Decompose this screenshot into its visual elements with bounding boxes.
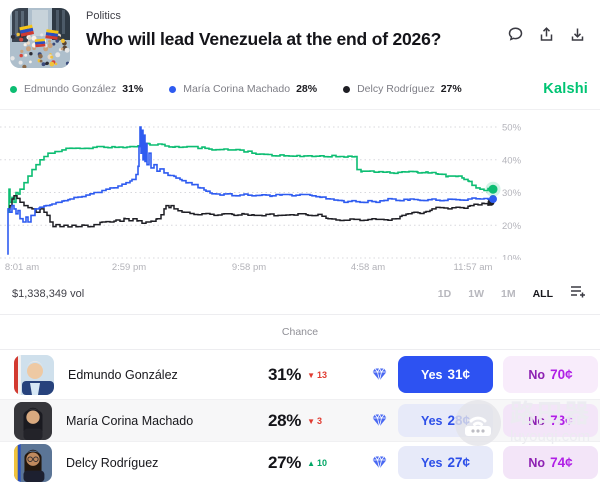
legend-item-machado[interactable]: María Corina Machado 28% [169,83,317,95]
gem-icon[interactable] [360,456,398,469]
comment-icon[interactable] [506,25,524,43]
no-label: No [528,455,546,470]
avatar [14,401,52,440]
yes-button[interactable]: Yes 27¢ [398,446,493,479]
x-tick-label: 8:01 am [4,262,40,273]
market-row-machado[interactable]: María Corina Machado 28% 3 Yes 28¢ No 73… [0,399,600,441]
range-all[interactable]: ALL [532,287,553,300]
no-button[interactable]: No 73¢ [503,404,598,437]
x-tick-label: 4:58 am [350,262,386,273]
legend-pct: 27% [440,83,462,95]
yes-button[interactable]: Yes 31¢ [398,356,493,393]
range-selector: 1D 1W 1M ALL [438,284,586,303]
category-label: Politics [86,10,121,22]
venezuela-flag [19,24,59,48]
no-price: 74¢ [550,455,573,470]
divider [0,349,600,350]
candidate-name: María Corina Machado [66,413,194,428]
share-icon[interactable] [537,25,555,43]
yes-price: 31¢ [447,367,471,382]
avatar [14,354,54,395]
crowd-photo [10,8,70,68]
chance-cell: 31% 13 [268,365,360,385]
yes-label: Yes [420,413,443,428]
chance-delta: 13 [307,370,327,380]
x-tick-label: 11:57 am [453,262,493,273]
event-header: Politics Who will lead Venezuela at the … [0,0,600,68]
svg-text:10%: 10% [502,254,522,261]
header-actions [506,8,586,43]
no-button[interactable]: No 74¢ [503,446,598,479]
yes-label: Yes [420,367,443,382]
chance-cell: 28% 3 [268,411,360,431]
legend-name: María Corina Machado [183,83,291,95]
compare-add-icon[interactable] [570,284,586,303]
legend-name: Edmundo González [24,83,117,95]
svg-text:30%: 30% [502,188,522,199]
legend-item-gonzalez[interactable]: Edmundo González 31% [10,83,143,95]
divider [0,314,600,315]
series-dot-green [10,85,17,93]
event-thumbnail [10,8,70,68]
chance-cell: 27% 10 [268,453,360,473]
stats-row: $1,338,349 vol 1D 1W 1M ALL [0,276,600,314]
candidate-name: Delcy Rodríguez [66,455,159,470]
market-row-gonzalez[interactable]: Edmundo González 31% 13 Yes 31¢ No 70¢ [0,350,600,399]
range-1w[interactable]: 1W [468,287,484,300]
no-price: 70¢ [550,367,573,382]
chance-delta: 10 [307,458,327,468]
download-icon[interactable] [568,25,586,43]
x-tick-label: 2:59 pm [111,262,147,273]
x-tick-label: 9:58 pm [231,262,267,273]
chance-value: 31% [268,364,302,384]
svg-text:40%: 40% [502,155,522,166]
page-title: Who will lead Venezuela at the end of 20… [86,29,442,49]
candidate-name: Edmundo González [68,367,178,382]
range-1d[interactable]: 1D [437,287,452,300]
no-price: 73¢ [550,413,573,428]
x-axis-labels: 8:01 am 2:59 pm 9:58 pm 4:58 am 11:57 am [0,260,600,276]
legend-item-rodriguez[interactable]: Delcy Rodríguez 27% [343,83,462,95]
svg-text:50%: 50% [502,123,522,134]
chance-value: 27% [268,452,302,472]
legend-pct: 31% [122,83,144,95]
market-row-rodriguez[interactable]: Delcy Rodríguez 27% 10 Yes 27¢ No 74¢ [0,441,600,483]
yes-price: 27¢ [447,455,471,470]
gem-icon[interactable] [360,414,398,427]
range-1m[interactable]: 1M [500,287,516,300]
volume-label: $1,338,349 vol [12,287,85,300]
price-chart-section: 50% 40% 30% 20% 10% 8:01 am 2:59 pm 9:58 pm 4:5… [0,109,600,276]
yes-price: 28¢ [447,413,471,428]
svg-text:20%: 20% [502,221,522,232]
chance-column-header: Chance [281,326,319,338]
legend-name: Delcy Rodríguez [357,83,435,95]
chance-value: 28% [268,410,302,430]
no-label: No [528,367,546,382]
legend-pct: 28% [296,83,318,95]
no-label: No [528,413,546,428]
series-dot-black [343,85,351,93]
kalshi-logo: Kalshi [543,81,588,97]
no-button[interactable]: No 70¢ [503,356,598,393]
gem-icon[interactable] [360,368,398,381]
avatar [14,443,52,482]
series-dot-blue [169,85,177,93]
yes-button[interactable]: Yes 28¢ [398,404,493,437]
price-chart[interactable]: 50% 40% 30% 20% 10% [0,110,600,260]
chance-delta: 3 [307,416,322,426]
chart-legend: Edmundo González 31% María Corina Machad… [0,68,600,97]
yes-label: Yes [420,455,443,470]
